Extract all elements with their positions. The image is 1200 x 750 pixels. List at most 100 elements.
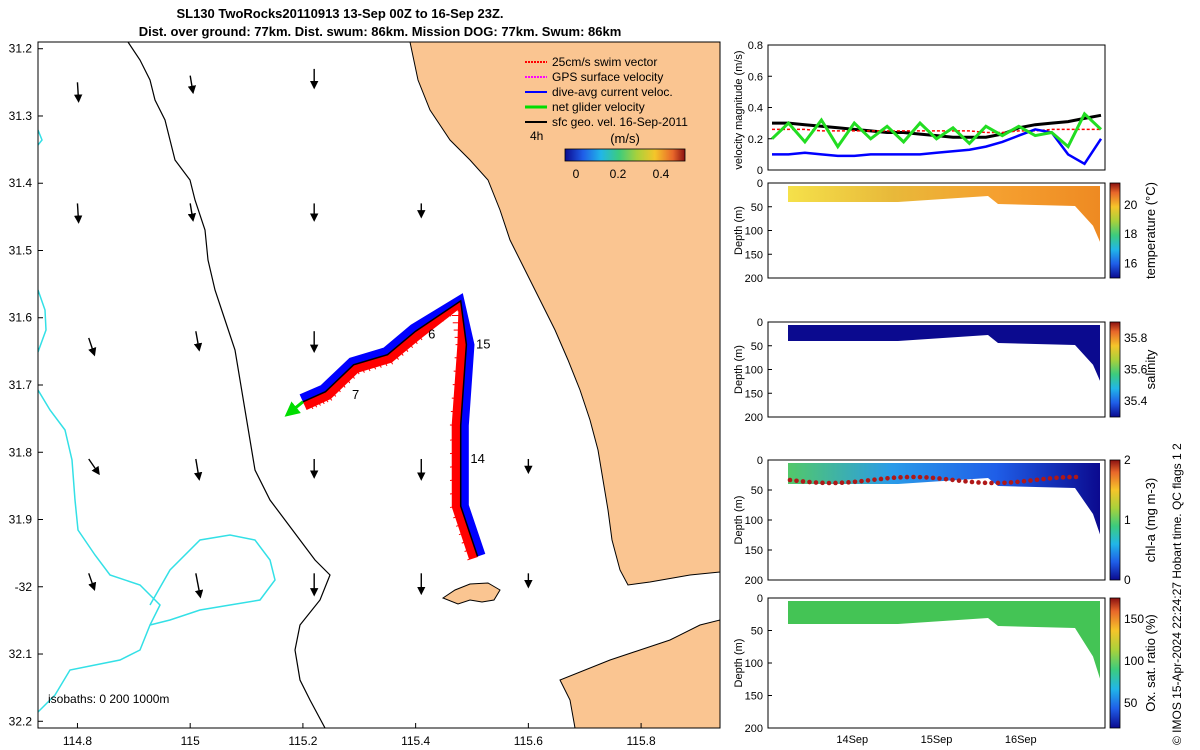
mld-marker — [924, 475, 929, 480]
mld-marker — [1008, 480, 1014, 485]
swim-vector — [343, 373, 351, 384]
mld-marker — [930, 475, 936, 481]
velocity-ytick-label: 0.6 — [748, 71, 763, 83]
geo-vector-arrow — [193, 331, 203, 352]
mld-marker — [976, 480, 981, 485]
swim-vector — [329, 386, 337, 397]
mld-marker — [833, 480, 838, 486]
velocity-ytick-label: 0 — [757, 165, 763, 177]
map-xtick-label: 115.2 — [288, 734, 317, 748]
mld-marker — [1073, 474, 1079, 480]
geo-vector-arrow — [194, 573, 204, 599]
swim-vector — [458, 530, 470, 536]
swim-vector — [442, 310, 447, 322]
map-xtick-label: 115 — [181, 734, 200, 748]
swim-vector — [317, 394, 325, 405]
chla-colorbar-label: chl-a (mg m-3) — [1143, 478, 1158, 563]
chart-title-line1: SL130 TwoRocks20110913 13-Sep 00Z to 16-… — [176, 6, 504, 21]
mld-marker — [898, 475, 903, 480]
geo-vector-arrow — [193, 458, 203, 481]
chla-ytick-label: 0 — [757, 455, 763, 467]
chla-ytick-label: 100 — [745, 515, 763, 527]
salinity-ytick-label: 50 — [751, 341, 763, 353]
swim-vector — [449, 492, 461, 495]
temperature-colorbar-tick: 20 — [1124, 198, 1138, 212]
chla-colorbar — [1109, 459, 1121, 581]
mld-marker — [1041, 476, 1046, 482]
time-xtick-label: 14Sep — [836, 734, 868, 746]
velocity-ytick-label: 0.2 — [748, 134, 763, 146]
chart-title-line2: Dist. over ground: 77km. Dist. swum: 86k… — [138, 24, 622, 39]
time-xtick-label: 16Sep — [1005, 734, 1037, 746]
chla-colorbar-tick: 1 — [1124, 513, 1131, 527]
mld-marker — [995, 480, 1001, 486]
swim-vector — [313, 396, 321, 406]
velocity-ytick-label: 0.8 — [748, 40, 763, 52]
geo-vector-arrow — [187, 75, 197, 95]
swim-vector — [449, 451, 461, 455]
temperature-ytick-label: 200 — [745, 273, 763, 285]
salinity-ytick-label: 150 — [745, 388, 763, 400]
mld-marker — [878, 476, 884, 482]
mld-marker — [1047, 476, 1053, 481]
mld-marker — [917, 474, 923, 480]
swim-vector — [415, 330, 423, 341]
map-colorbar — [564, 148, 686, 162]
oxygen-colorbar — [1109, 597, 1121, 729]
swim-vector — [375, 357, 382, 368]
mld-marker — [963, 479, 968, 484]
oxygen-ytick-label: 0 — [757, 593, 763, 605]
temperature-ytick-label: 0 — [757, 178, 763, 190]
swim-vector — [449, 438, 461, 441]
mld-marker — [891, 475, 897, 481]
swim-vector — [464, 547, 475, 552]
mld-marker — [820, 480, 825, 486]
mld-marker — [872, 477, 877, 482]
swim-vector — [410, 334, 418, 345]
mld-marker — [1015, 479, 1020, 485]
swim-vector — [396, 346, 404, 356]
land-mass-south — [559, 619, 720, 728]
mld-marker — [911, 474, 916, 480]
temperature-ytick-label: 150 — [745, 249, 763, 261]
legend-current: dive-avg current veloc. — [552, 85, 673, 99]
map-legend: 25cm/s swim vector GPS surface velocity … — [525, 55, 688, 181]
mld-marker — [956, 478, 962, 483]
swim-vector — [434, 315, 439, 327]
legend-net: net glider velocity — [552, 100, 645, 114]
glider-track-layer: 15 14 7 6 — [284, 293, 490, 561]
rottnest-island — [441, 582, 501, 605]
oxygen-ytick-label: 50 — [751, 626, 763, 638]
map-ytick-label: 31.7 — [9, 378, 33, 392]
glider-track-line — [302, 299, 479, 557]
swim-vector — [387, 354, 394, 365]
velocity-series-line — [770, 111, 1103, 150]
mld-marker — [943, 476, 949, 482]
salinity-ylabel: Depth (m) — [733, 345, 745, 394]
swim-vector — [381, 356, 388, 367]
map-colorbar-tick: 0.2 — [610, 167, 627, 181]
mld-marker — [950, 477, 955, 483]
velocity-ytick-label: 0.4 — [748, 103, 763, 115]
salinity-ytick-label: 0 — [757, 317, 763, 329]
mld-marker — [969, 479, 975, 485]
temperature-colorbar-label: temperature (°C) — [1143, 182, 1158, 279]
legend-gps: GPS surface velocity — [552, 70, 663, 84]
map-colorbar-tick: 0.4 — [653, 167, 670, 181]
swim-vector — [449, 478, 461, 482]
net-glider-velocity-arrow — [284, 400, 304, 417]
mld-marker — [813, 480, 819, 485]
mld-marker — [826, 480, 832, 486]
land-mass — [409, 42, 720, 586]
time-xtick-label: 15Sep — [921, 734, 953, 746]
swim-vector — [358, 362, 365, 373]
map-colorbar-tick: 0 — [573, 167, 580, 181]
mld-marker — [1028, 478, 1033, 483]
day-label: 15 — [476, 337, 490, 352]
oxygen-ytick-label: 200 — [745, 723, 763, 735]
temperature-ytick-label: 50 — [751, 202, 763, 214]
swim-vector — [467, 556, 478, 561]
map-xtick-label: 115.8 — [627, 734, 656, 748]
swim-vector — [334, 382, 341, 393]
temperature-section — [788, 186, 1100, 242]
